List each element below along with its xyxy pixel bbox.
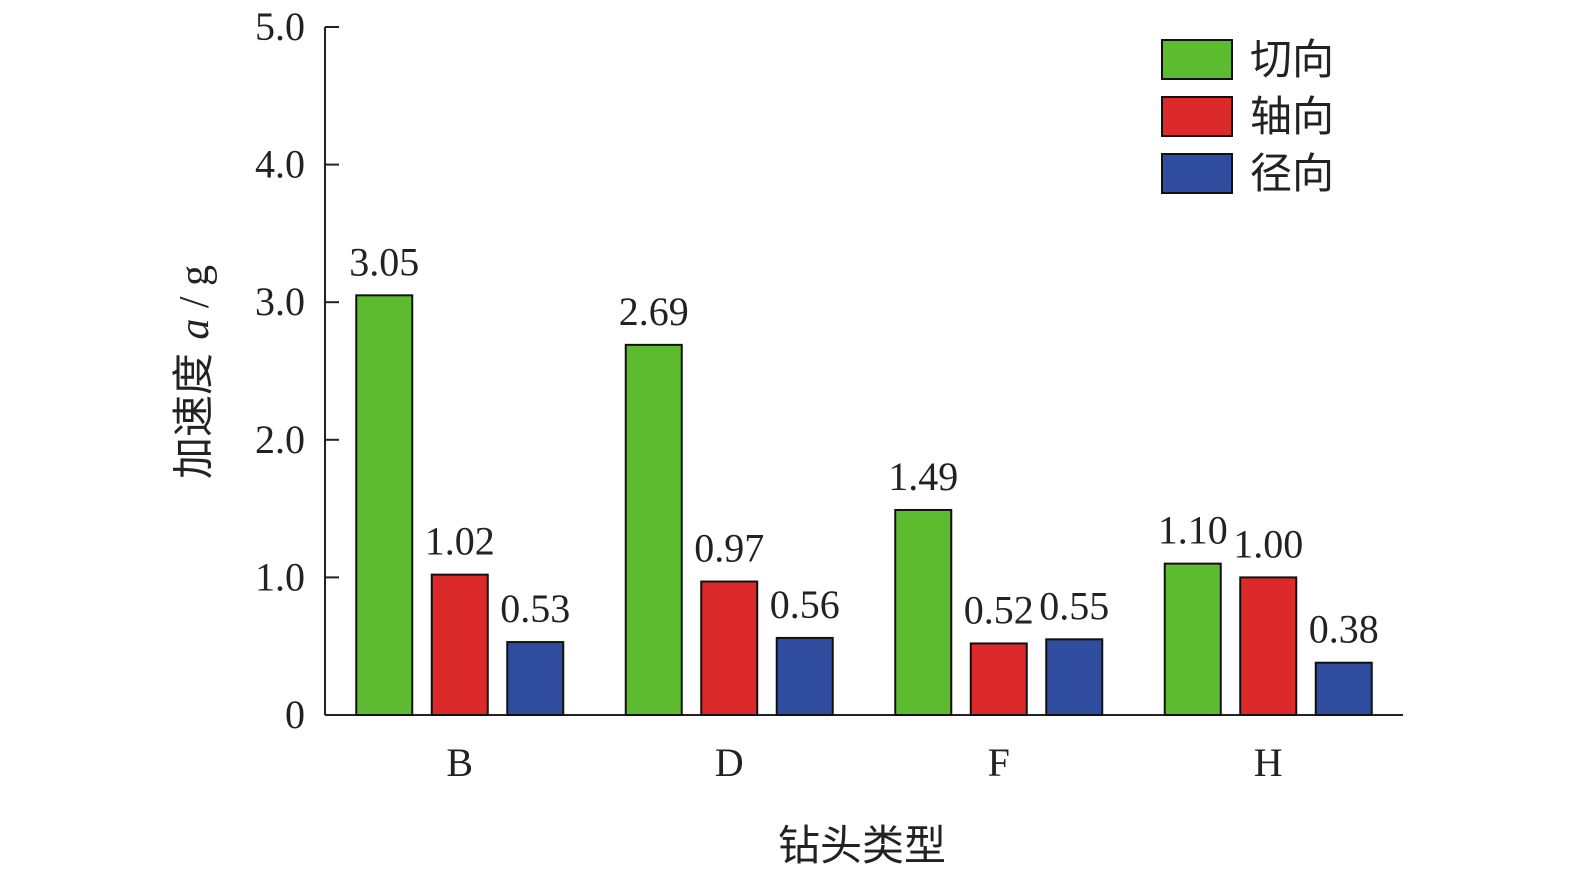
legend-swatch: [1161, 96, 1233, 137]
y-axis-title-text: 加速度: [169, 340, 218, 479]
data-label: 1.00: [1233, 521, 1303, 566]
data-label: 1.02: [425, 519, 495, 564]
y-tick-label: 1.0: [255, 554, 305, 599]
bar: [1045, 638, 1104, 717]
data-label: 0.52: [964, 587, 1034, 632]
bar: [355, 294, 414, 716]
y-axis-title: 加速度 a / g: [169, 265, 218, 479]
data-label: 0.97: [694, 526, 764, 571]
data-label: 0.56: [770, 582, 840, 627]
y-tick-label: 2.0: [255, 417, 305, 462]
legend-label: 径向: [1250, 149, 1334, 198]
bar: [1314, 661, 1373, 716]
data-label: 0.55: [1039, 583, 1109, 628]
y-axis-title-unit: / g: [172, 265, 218, 319]
x-tick-label: H: [1254, 740, 1283, 785]
data-labels: 3.05 1.020.53 2.69 0.970.56 1.49 0.52 0.55 1.10…: [349, 239, 1379, 651]
y-tick-label: 5.0: [255, 4, 305, 49]
y-axis: 0 1.0 2.0 3.0 4.0 5.0: [255, 4, 339, 737]
bar: [1239, 576, 1298, 717]
data-label: 1.49: [888, 454, 958, 499]
bar: [624, 343, 683, 716]
legend-swatch: [1161, 39, 1233, 80]
x-tick-label: B: [446, 740, 473, 785]
legend-label: 切向: [1250, 35, 1334, 84]
y-axis-title-variable: a: [172, 319, 218, 340]
legend-label: 轴向: [1250, 92, 1334, 141]
bar: [969, 642, 1028, 716]
bar: [894, 508, 953, 717]
x-tick-label: F: [988, 740, 1010, 785]
bar: [775, 636, 834, 716]
y-tick-label: 4.0: [255, 142, 305, 187]
y-tick-label: 0: [285, 692, 305, 737]
x-tick-label: D: [715, 740, 744, 785]
legend-swatch: [1161, 153, 1233, 194]
bars: [355, 294, 1373, 717]
data-label: 1.10: [1158, 508, 1228, 553]
data-label: 0.38: [1309, 607, 1379, 652]
bar: [430, 573, 489, 717]
data-label: 2.69: [619, 289, 689, 334]
bar: [700, 580, 759, 717]
bar: [506, 641, 565, 717]
bar: [1163, 562, 1222, 717]
data-label: 3.05: [349, 239, 419, 284]
y-tick-label: 3.0: [255, 279, 305, 324]
data-label: 0.53: [500, 586, 570, 631]
x-axis-title: 钻头类型: [778, 821, 946, 870]
